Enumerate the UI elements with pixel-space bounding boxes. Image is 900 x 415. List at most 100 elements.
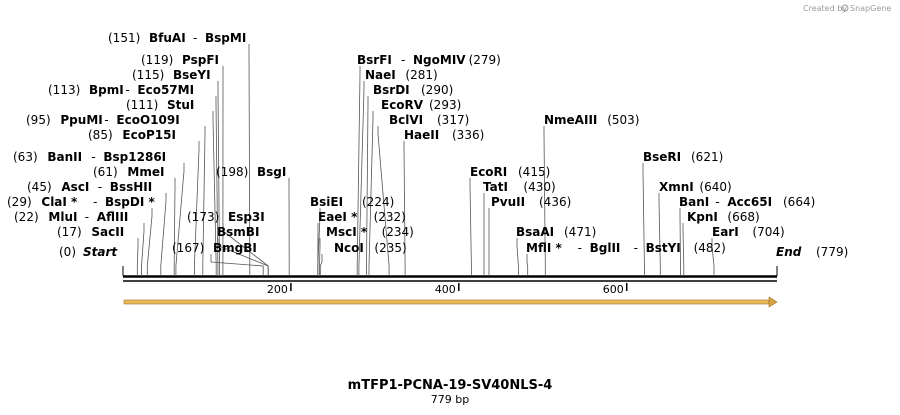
restriction-site-label[interactable]: BsmBI [217, 225, 259, 239]
site-leader-line [711, 238, 715, 276]
site-position: (22) [14, 210, 39, 224]
site-enzyme-name: KpnI [687, 210, 718, 224]
site-enzyme-name: EaeI * [318, 210, 358, 224]
site-position: (198) [216, 165, 248, 179]
site-enzyme-name: AscI [61, 180, 89, 194]
restriction-site-label[interactable]: PvuII (436) [491, 195, 571, 209]
site-enzyme-name: PvuII [491, 195, 525, 209]
site-enzyme-name: AflIII [97, 210, 129, 224]
site-position: (471) [564, 225, 596, 239]
restriction-site-label[interactable]: (111) StuI [126, 98, 194, 112]
restriction-site-label[interactable]: (224) [362, 195, 394, 209]
restriction-site-label[interactable]: BanI - Acc65I (664) [679, 195, 815, 209]
site-position: (482) [694, 241, 726, 255]
site-enzyme-name: EcoO109I [116, 113, 179, 127]
restriction-site-label[interactable]: (167) BmgBI [172, 241, 257, 255]
site-enzyme-name: PspFI [182, 53, 219, 67]
feature-arrow[interactable] [123, 296, 778, 308]
restriction-site-label[interactable]: BsiEI [310, 195, 343, 209]
ruler-tick-label: 400 [435, 283, 456, 296]
site-enzyme-name: EcoRI [470, 165, 507, 179]
restriction-site-label[interactable]: HaeII (336) [404, 128, 484, 142]
site-position: (224) [362, 195, 394, 209]
restriction-site-label[interactable]: XmnI (640) [659, 180, 732, 194]
restriction-site-label[interactable]: MscI * (234) [326, 225, 414, 239]
site-leader-line [248, 44, 251, 276]
restriction-site-label[interactable]: (63) BanII - Bsp1286I [13, 150, 166, 164]
site-leader-line [193, 141, 200, 276]
site-enzyme-name: BstYI [646, 241, 681, 255]
restriction-site-label[interactable]: EcoRV (293) [381, 98, 461, 112]
restriction-site-label[interactable]: NcoI (235) [334, 241, 407, 255]
site-separator: - [578, 241, 582, 255]
snapgene-brand: Created by SnapGene [803, 4, 891, 13]
restriction-site-label[interactable]: BsrFI - NgoMIV (279) [357, 53, 501, 67]
site-leader-line [319, 238, 321, 276]
restriction-site-label[interactable]: (113) BpmI - Eco57MI [48, 83, 194, 97]
restriction-site-label[interactable]: BseRI (621) [643, 150, 723, 164]
site-enzyme-name: BssHII [110, 180, 152, 194]
ruler-ticks: 200 400 600 [267, 283, 628, 296]
site-position: (119) [141, 53, 173, 67]
site-enzyme-name: Eco57MI [137, 83, 194, 97]
restriction-site-label[interactable]: (61) MmeI [93, 165, 164, 179]
site-position: (317) [437, 113, 469, 127]
restriction-site-label[interactable]: KpnI (668) [687, 210, 760, 224]
restriction-site-label[interactable]: (115) BseYI [132, 68, 211, 82]
restriction-site-label[interactable]: EcoRI (415) [470, 165, 550, 179]
site-enzyme-name: PpuMI [60, 113, 102, 127]
restriction-site-label[interactable]: BsrDI (290) [373, 83, 453, 97]
restriction-site-label[interactable]: (17) SacII [57, 225, 124, 239]
site-position: (61) [93, 165, 118, 179]
site-position: (45) [27, 180, 52, 194]
start-name: Start [83, 245, 118, 259]
site-enzyme-name: MscI * [326, 225, 368, 239]
restriction-site-label[interactable]: (119) PspFI [141, 53, 219, 67]
restriction-site-label[interactable]: (173) Esp3I [187, 210, 265, 224]
site-leader-line [160, 193, 167, 276]
site-leader-line [146, 208, 153, 276]
site-position: (95) [26, 113, 51, 127]
site-position: (279) [469, 53, 501, 67]
site-enzyme-name: BanI [679, 195, 709, 209]
restriction-site-label[interactable]: NaeI (281) [365, 68, 438, 82]
site-leader-line [368, 111, 374, 276]
restriction-site-label[interactable]: MflI * - BglII - BstYI (482) [526, 241, 726, 255]
site-enzyme-name: BsrFI [357, 53, 392, 67]
site-enzyme-name: TatI [483, 180, 508, 194]
site-enzyme-name: NcoI [334, 241, 364, 255]
site-leader-line [218, 238, 269, 276]
site-position: (232) [374, 210, 406, 224]
restriction-site-label[interactable]: (22) MluI - AflIII [14, 210, 128, 224]
restriction-site-label[interactable]: (45) AscI - BssHII [27, 180, 152, 194]
site-leader-line [543, 126, 546, 276]
site-enzyme-name: BsiEI [310, 195, 343, 209]
site-position: (621) [691, 150, 723, 164]
restriction-site-label[interactable]: (85) EcoP15I [88, 128, 176, 142]
site-enzyme-name: BanII [47, 150, 82, 164]
restriction-site-label[interactable]: (198) BsgI [216, 165, 286, 179]
site-leader-line [679, 208, 681, 276]
site-position: (167) [172, 241, 204, 255]
site-separator: - [125, 83, 129, 97]
restriction-site-label[interactable]: TatI (430) [483, 180, 556, 194]
start-position: (0) [59, 245, 76, 259]
site-position: (290) [421, 83, 453, 97]
site-enzyme-name: MmeI [127, 165, 164, 179]
site-enzyme-name: Esp3I [228, 210, 265, 224]
restriction-site-label[interactable]: BclVI (317) [389, 113, 469, 127]
site-enzyme-name: StuI [167, 98, 194, 112]
restriction-site-label[interactable]: EaeI * (232) [318, 210, 406, 224]
site-position: (151) [108, 31, 140, 45]
restriction-site-label[interactable]: (151) BfuAI - BspMI [108, 31, 246, 45]
restriction-site-label[interactable]: (29) ClaI * - BspDI * [7, 195, 155, 209]
restriction-site-label[interactable]: EarI (704) [712, 225, 785, 239]
site-position: (85) [88, 128, 113, 142]
restriction-site-label[interactable]: (95) PpuMI - EcoO109I [26, 113, 180, 127]
site-leader-line [658, 193, 661, 276]
restriction-site-label[interactable]: BsaAI (471) [516, 225, 596, 239]
restriction-site-label[interactable]: NmeAIII (503) [544, 113, 639, 127]
site-enzyme-name: MluI [48, 210, 77, 224]
